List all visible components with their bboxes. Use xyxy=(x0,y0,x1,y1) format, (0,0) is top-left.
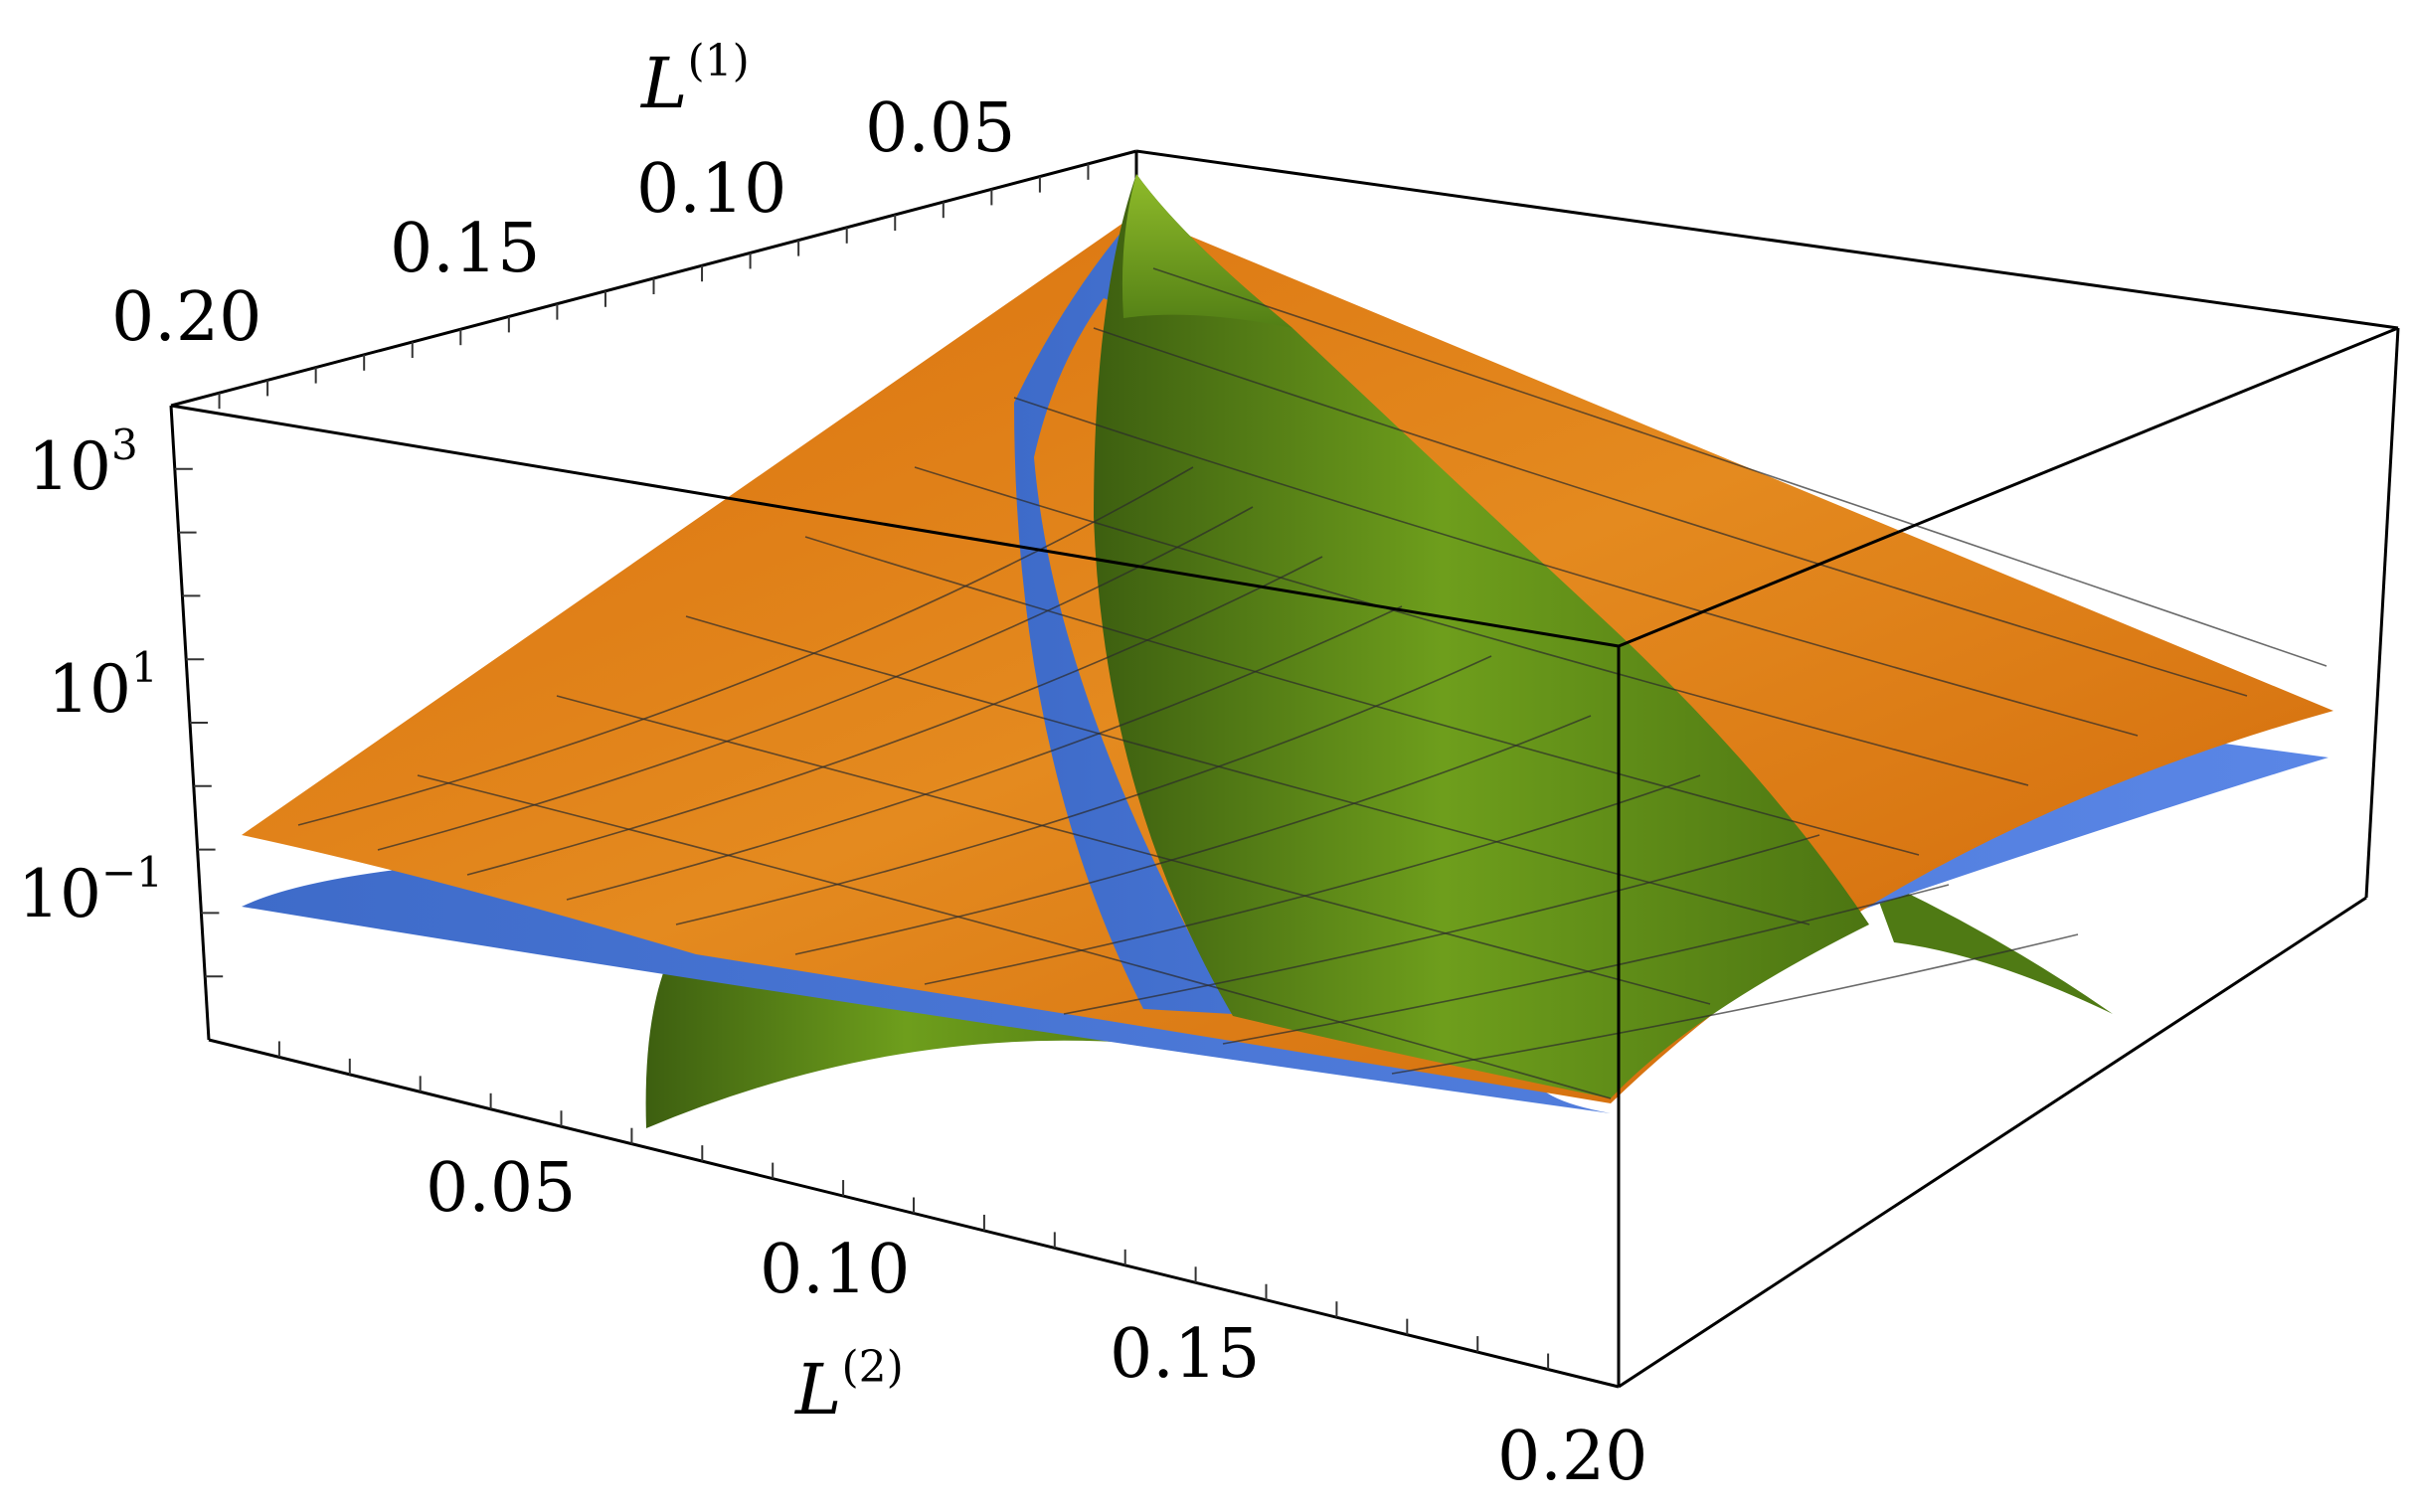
z-tick-label-0: 103 xyxy=(28,420,138,505)
y-tick-labels: 0.05 0.10 0.15 0.20 xyxy=(111,89,1015,357)
y-tick-label-0: 0.05 xyxy=(865,89,1015,168)
x-tick-label-3: 0.20 xyxy=(1497,1418,1647,1496)
x-axis-title: L(2) xyxy=(793,1342,904,1430)
x-tick-label-0: 0.05 xyxy=(426,1149,576,1228)
z-tick-label-2: 10−1 xyxy=(18,848,163,932)
y-tick-label-3: 0.20 xyxy=(111,278,261,357)
y-axis-title: L(1) xyxy=(639,36,750,124)
y-tick-label-2: 0.15 xyxy=(390,210,540,288)
x-tick-label-1: 0.10 xyxy=(760,1231,910,1309)
y-tick-label-1: 0.10 xyxy=(636,150,786,229)
tick-marks xyxy=(174,163,1550,1370)
z-tick-labels: 103 101 10−1 xyxy=(18,420,163,932)
x-tick-label-2: 0.15 xyxy=(1110,1315,1260,1394)
surface-mesh xyxy=(297,267,2327,1099)
surface-blue-band xyxy=(1014,214,1859,1014)
x-tick-labels: 0.05 0.10 0.15 0.20 xyxy=(426,1149,1647,1496)
z-tick-label-1: 101 xyxy=(48,643,158,728)
